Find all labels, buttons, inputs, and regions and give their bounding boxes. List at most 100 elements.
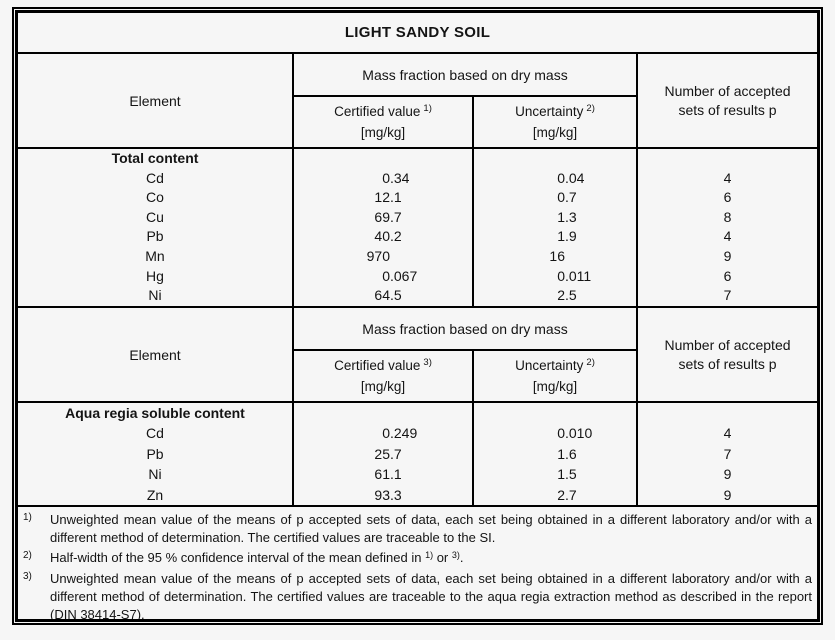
empty-cell [474,149,636,169]
uncertainty-header: Uncertainty 2) [mg/kg] [474,351,636,401]
footnote-text-part: or [433,550,452,565]
element-cell: Ni [148,466,162,483]
certified-cell: 0.249 [382,425,418,442]
footnote-1: 1) Unweighted mean value of the means of… [18,511,817,547]
certified-cell: 0.34 [382,169,410,186]
empty-cell [638,403,817,423]
element-cell: Co [146,189,164,206]
certified-cell: 970 [366,247,390,264]
certified-column: 0.249 25.7 61.1 93.3 [294,403,474,505]
p-cell: 9 [723,466,732,483]
footnote-text-part: Half-width of the 95 % confidence interv… [50,550,426,565]
element-column: Total content Cd Co Cu Pb Mn Hg Ni [18,149,294,306]
certified-value-unit: [mg/kg] [360,379,406,394]
uncertainty-cell: 2.7 [557,486,577,503]
footnote-text: Half-width of the 95 % confidence interv… [50,549,815,568]
uncertainty-column: 0.04 0.7 1.3 1.9 16 0.011 2.5 [474,149,638,306]
element-cell: Pb [146,228,164,245]
certified-value-header: Certified value 1) [mg/kg] [294,97,474,147]
footnote-text: Unweighted mean value of the means of p … [50,571,812,619]
certified-footnote-ref: 1) [423,103,432,114]
certified-value-label: Certified value 1) [334,102,432,123]
uncertainty-text: Uncertainty [515,358,584,373]
uncertainty-footnote-ref: 2) [586,357,595,368]
data-block-aqua-regia: Aqua regia soluble content Cd Pb Ni Zn 0… [18,403,817,507]
empty-cell [294,403,472,423]
uncertainty-unit: [mg/kg] [532,379,578,394]
footnote-marker: 2) [23,550,32,561]
uncertainty-cell: 0.011 [557,267,592,284]
element-column-header: Element [18,54,294,147]
uncertainty-header: Uncertainty 2) [mg/kg] [474,97,636,147]
certified-column: 0.34 12.1 69.7 40.2 970 0.067 64.5 [294,149,474,306]
empty-cell [474,403,636,423]
certified-footnote-ref: 3) [423,357,432,368]
uncertainty-cell: 1.3 [557,208,577,225]
footnote-ref-3: 3) [451,550,460,560]
certified-cell: 69.7 [374,208,402,225]
uncertainty-cell: 16 [549,247,565,264]
accepted-sets-column: 4 7 9 9 [638,403,817,505]
certificate-table: LIGHT SANDY SOIL Element Mass fraction b… [15,10,820,622]
uncertainty-label: Uncertainty 2) [515,102,595,123]
element-cell: Mn [145,247,165,264]
certified-cell: 93.3 [374,486,402,503]
element-cell: Cd [146,425,164,442]
table-outer-border: LIGHT SANDY SOIL Element Mass fraction b… [12,7,823,625]
p-cell: 6 [723,267,732,284]
table-title: LIGHT SANDY SOIL [18,13,817,54]
element-cell: Ni [148,287,162,304]
footnote-marker: 3) [23,571,32,582]
uncertainty-footnote-ref: 2) [586,103,595,114]
p-cell: 4 [723,228,732,245]
empty-cell [294,149,472,169]
uncertainty-unit: [mg/kg] [532,125,578,140]
element-cell: Zn [146,486,164,503]
group-label: Aqua regia soluble content [65,405,245,421]
mass-fraction-group: Mass fraction based on dry mass Certifie… [294,308,638,401]
p-cell: 6 [723,189,732,206]
certified-value-unit: [mg/kg] [360,125,406,140]
header-block-total-content: Element Mass fraction based on dry mass … [18,54,817,149]
certified-cell: 61.1 [374,466,402,483]
subheader-row: Certified value 3) [mg/kg] Uncertainty 2) … [294,351,636,401]
certified-value-header: Certified value 3) [mg/kg] [294,351,474,401]
p-cell: 7 [723,287,732,304]
mass-fraction-header: Mass fraction based on dry mass [294,308,636,351]
certified-cell: 25.7 [374,445,402,462]
footnote-3: 3) Unweighted mean value of the means of… [18,570,817,619]
p-cell: 7 [723,445,732,462]
p-cell: 4 [723,169,732,186]
p-cell: 8 [723,208,732,225]
certified-value-label: Certified value 3) [334,356,432,377]
accepted-sets-column: 4 6 8 4 9 6 7 [638,149,817,306]
subheader-row: Certified value 1) [mg/kg] Uncertainty 2) … [294,97,636,147]
certified-value-text: Certified value [334,358,421,373]
uncertainty-text: Uncertainty [515,104,584,119]
uncertainty-cell: 0.04 [557,169,585,186]
data-block-total-content: Total content Cd Co Cu Pb Mn Hg Ni 0.34 … [18,149,817,308]
group-label: Total content [111,150,199,166]
uncertainty-cell: 1.6 [557,445,577,462]
uncertainty-cell: 1.5 [557,466,577,483]
certified-value-text: Certified value [334,104,421,119]
footnote-2: 2) Half-width of the 95 % confidence int… [18,549,817,568]
certified-cell: 40.2 [374,228,402,245]
footnote-text-part: . [459,550,464,565]
element-cell: Hg [146,267,164,284]
p-cell: 9 [723,247,732,264]
uncertainty-label: Uncertainty 2) [515,356,595,377]
certified-cell: 64.5 [374,287,402,304]
p-cell: 4 [723,425,732,442]
header-block-aqua-regia: Element Mass fraction based on dry mass … [18,308,817,403]
element-cell: Cd [146,169,164,186]
empty-cell [638,149,817,169]
mass-fraction-header: Mass fraction based on dry mass [294,54,636,97]
uncertainty-cell: 1.9 [557,228,577,245]
footnote-marker: 1) [23,512,32,523]
accepted-sets-header: Number of accepted sets of results p [664,82,791,118]
certified-cell: 12.1 [374,189,402,206]
mass-fraction-group: Mass fraction based on dry mass Certifie… [294,54,638,147]
element-cell: Cu [146,208,164,225]
footnote-text: Unweighted mean value of the means of p … [50,512,812,545]
